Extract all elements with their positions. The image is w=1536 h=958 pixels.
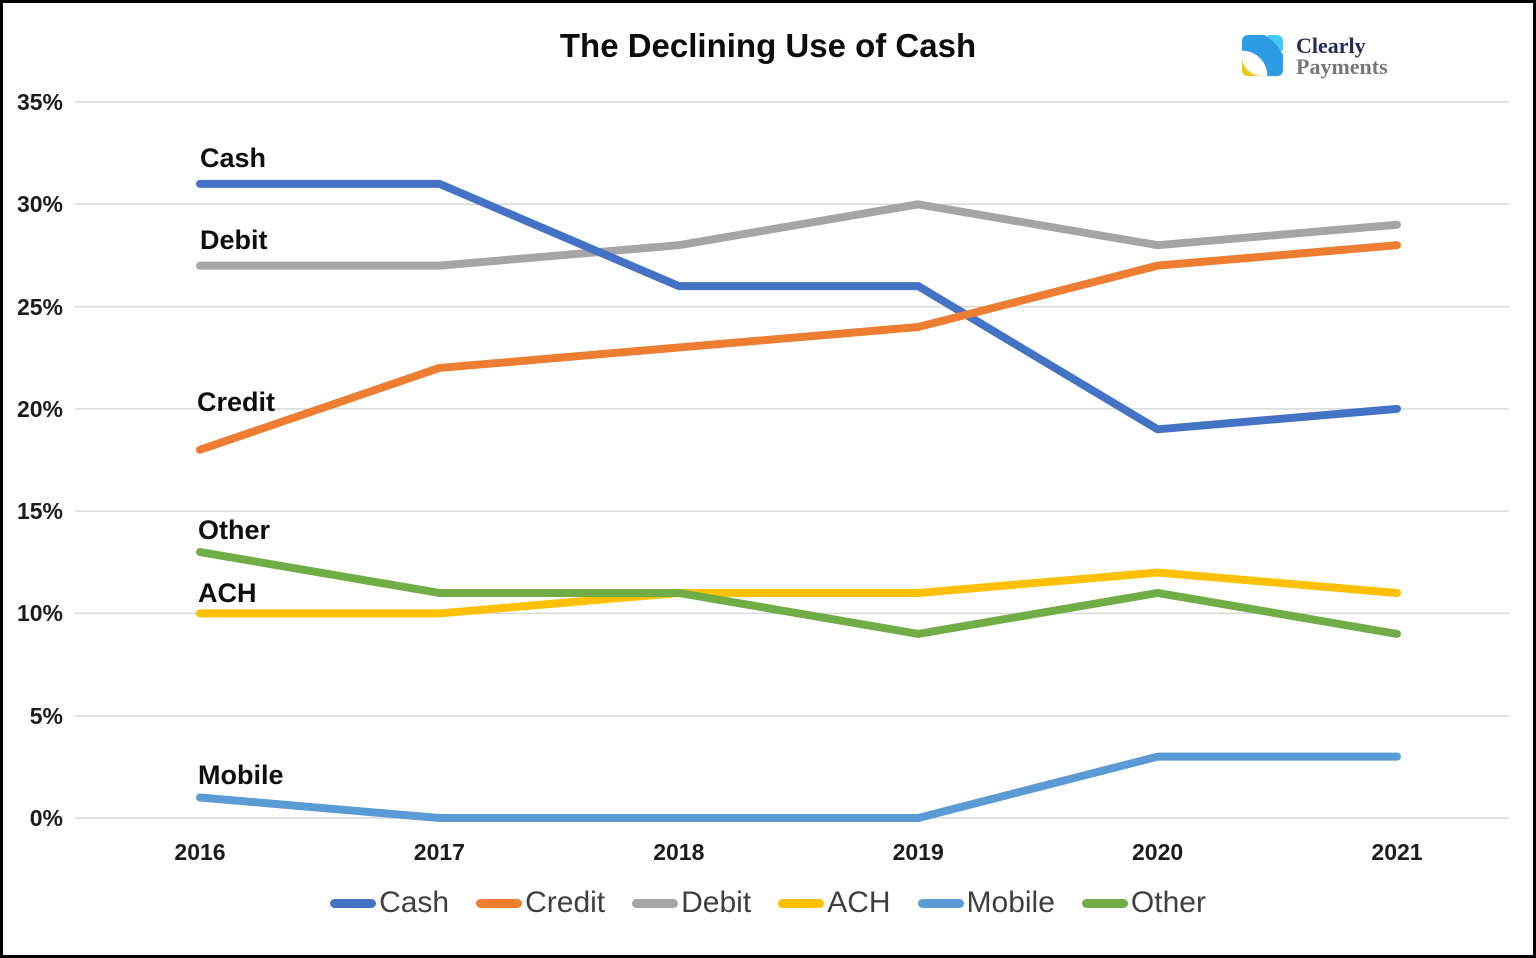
legend-item-other: Other <box>1081 886 1206 920</box>
logo-text: Clearly Payments <box>1296 32 1388 79</box>
legend: Cash Credit Debit ACH Mobile Other <box>3 886 1533 920</box>
legend-item-credit: Credit <box>476 886 605 920</box>
legend-swatch-debit <box>632 898 679 908</box>
legend-label-credit: Credit <box>525 886 606 919</box>
legend-item-mobile: Mobile <box>917 886 1055 920</box>
legend-swatch-credit <box>476 898 523 908</box>
series-annotation-credit: Credit <box>197 387 276 417</box>
logo-text-clearly: Clearly <box>1296 32 1366 58</box>
legend-label-cash: Cash <box>379 886 450 919</box>
y-axis-label-35-: 35% <box>16 89 63 115</box>
series-line-mobile <box>196 752 1401 822</box>
legend-item-debit: Debit <box>632 886 751 920</box>
legend-item-ach: ACH <box>778 886 891 920</box>
legend-label-mobile: Mobile <box>966 886 1055 919</box>
x-axis-label-2021: 2021 <box>1371 839 1423 865</box>
chart-title: The Declining Use of Cash <box>559 27 977 64</box>
series-annotation-other: Other <box>198 515 271 545</box>
legend-swatch-other <box>1081 898 1128 908</box>
line-chart-plot <box>75 101 1509 822</box>
legend-swatch-mobile <box>917 898 964 908</box>
logo-text-payments: Payments <box>1296 53 1388 79</box>
legend-label-ach: ACH <box>827 886 891 919</box>
y-axis-label-15-: 15% <box>16 498 63 525</box>
series-annotation-debit: Debit <box>200 225 268 255</box>
x-axis-label-2020: 2020 <box>1132 839 1184 865</box>
y-axis-label-30-: 30% <box>16 191 63 218</box>
x-axis-label-2016: 2016 <box>174 839 226 865</box>
series-line-credit <box>196 241 1401 454</box>
series-line-ach <box>196 568 1401 618</box>
legend-label-other: Other <box>1130 886 1206 919</box>
logo-yellow-wedge <box>1241 56 1263 77</box>
series-line-debit <box>196 200 1401 270</box>
x-axis-label-2019: 2019 <box>892 839 944 865</box>
y-axis-label-20-: 20% <box>16 395 63 422</box>
legend-swatch-ach <box>778 898 825 908</box>
x-axis-label-2018: 2018 <box>653 839 705 865</box>
y-axis-label-0-: 0% <box>29 805 63 831</box>
legend-label-debit: Debit <box>681 886 752 919</box>
logo-blue-arc <box>1241 34 1284 77</box>
y-axis-label-5-: 5% <box>29 702 63 729</box>
series-annotation-mobile: Mobile <box>198 760 284 790</box>
y-axis-label-25-: 25% <box>16 293 63 320</box>
clearly-payments-logo-icon <box>1241 34 1284 77</box>
series-annotation-cash: Cash <box>200 143 267 173</box>
x-axis-label-2017: 2017 <box>413 839 465 865</box>
series-line-cash <box>196 179 1401 434</box>
series-line-other <box>196 548 1401 638</box>
clearly-payments-logo: Clearly Payments <box>1239 32 1388 79</box>
series-annotation-ach: ACH <box>198 578 257 608</box>
legend-swatch-cash <box>330 898 377 908</box>
legend-item-cash: Cash <box>330 886 449 920</box>
y-axis-label-10-: 10% <box>16 600 63 627</box>
